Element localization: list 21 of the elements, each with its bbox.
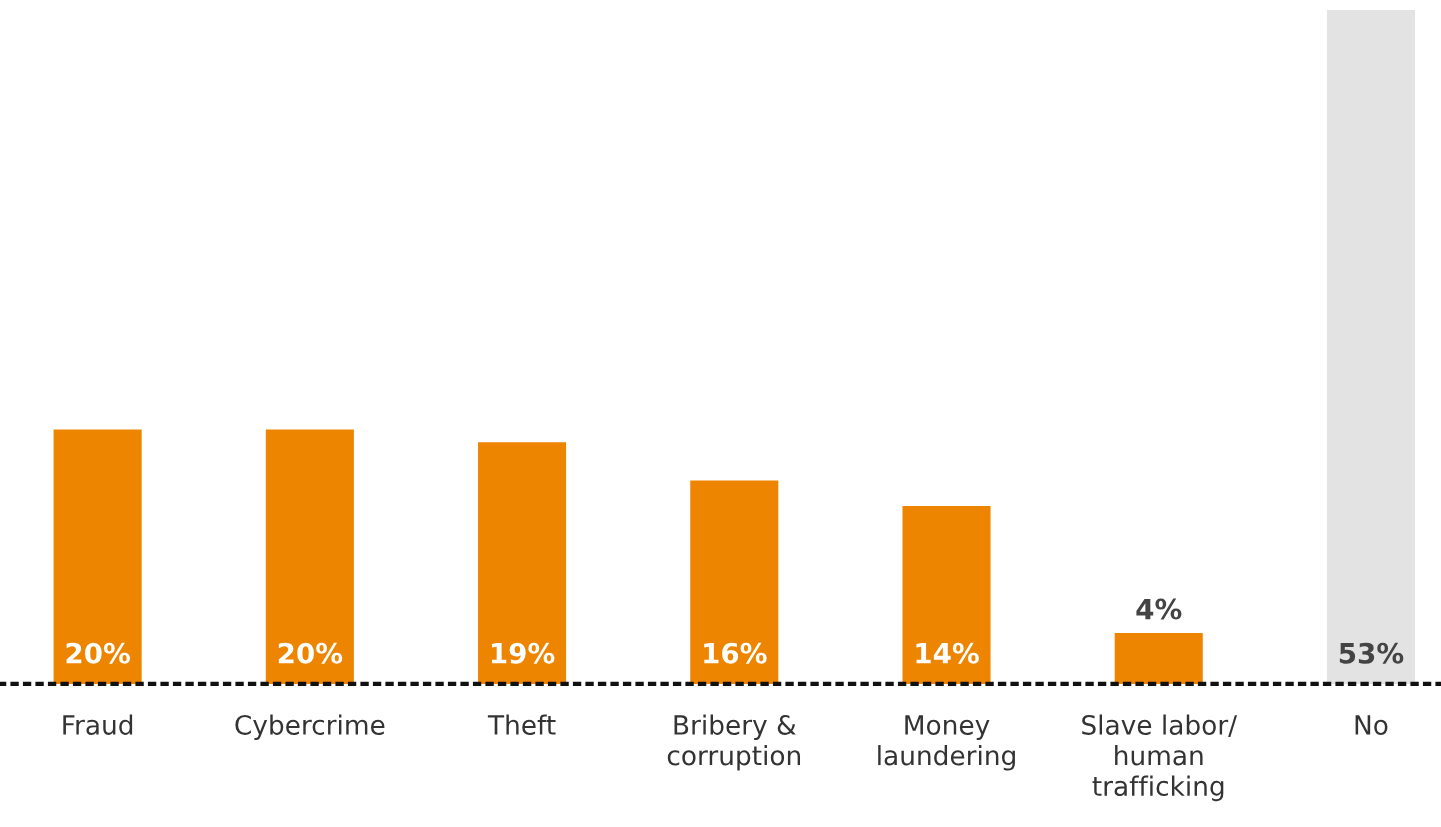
x-tick-label: Slave labor/ human trafficking [1082,714,1238,802]
data-label: 19% [491,642,555,664]
data-label: 20% [278,642,343,664]
bar [478,442,567,684]
data-label: 53% [1339,642,1404,664]
x-tick-label: Cybercrime [235,714,385,741]
x-tick-label: Fraud [63,714,133,735]
bar [690,480,779,684]
data-label: 16% [704,642,767,664]
x-tick-label: Money laundering [878,715,1015,771]
bar [53,429,142,684]
bar [1326,9,1415,684]
bar [902,505,991,684]
x-tick-label: No [1355,715,1388,735]
data-label: 20% [66,642,130,664]
bar [1114,633,1203,684]
data-label: 4% [1136,598,1182,620]
data-label: 14% [916,642,979,664]
x-tick-label: Bribery & corruption [667,714,801,771]
bar [265,429,354,684]
x-tick-label: Theft [487,714,556,735]
